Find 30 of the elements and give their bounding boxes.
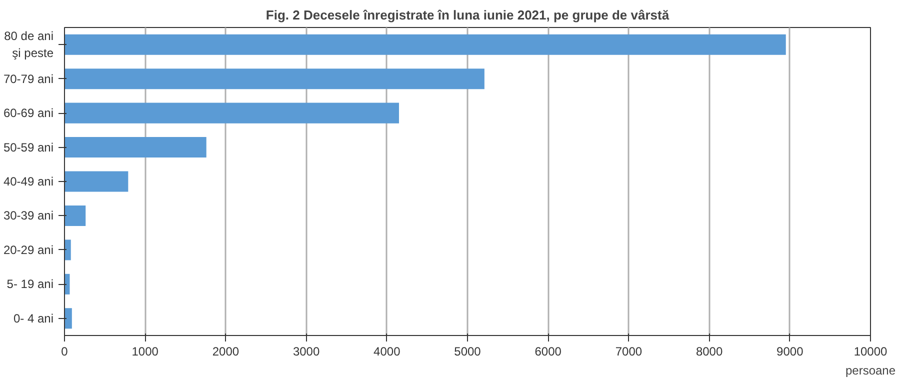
x-tick-label: 4000	[374, 344, 401, 358]
y-tick-label: 70-79 ani	[3, 72, 54, 86]
y-tick-label: 80 de ani şi peste	[4, 29, 54, 60]
y-tick-label: 50-59 ani	[3, 140, 54, 154]
bar	[64, 137, 206, 158]
x-tick-label: 2000	[212, 344, 240, 358]
x-tick-label: 0	[61, 344, 68, 358]
bar	[64, 308, 72, 329]
bar	[64, 34, 786, 55]
x-tick-label: 9000	[776, 344, 804, 358]
y-tick-label: 60-69 ani	[3, 106, 54, 120]
y-tick-label: 5- 19 ani	[6, 277, 54, 292]
chart-title: Fig. 2 Decesele înregistrate în luna iunie 2021, pe grupe de vârstă	[266, 8, 670, 22]
y-tick-label: 0- 4 ani	[13, 311, 54, 326]
x-tick-label: 7000	[615, 344, 642, 358]
y-tick-label: 30-39 ani	[3, 208, 54, 223]
x-axis-title: persoane	[845, 364, 896, 378]
x-tick-label: 10000	[854, 344, 888, 358]
bar	[64, 205, 86, 226]
x-tick-label: 8000	[696, 344, 723, 358]
x-tick-label: 1000	[132, 344, 159, 358]
bar	[64, 68, 484, 90]
bar	[64, 240, 71, 260]
x-tick-label: 5000	[454, 344, 482, 358]
y-tick-label: 40-49 ani	[3, 174, 54, 188]
bar	[64, 102, 399, 124]
x-tick-label: 6000	[534, 344, 562, 358]
y-tick-label: 20-29 ani	[3, 242, 54, 257]
x-tick-label: 3000	[292, 344, 320, 358]
bar	[64, 171, 128, 192]
